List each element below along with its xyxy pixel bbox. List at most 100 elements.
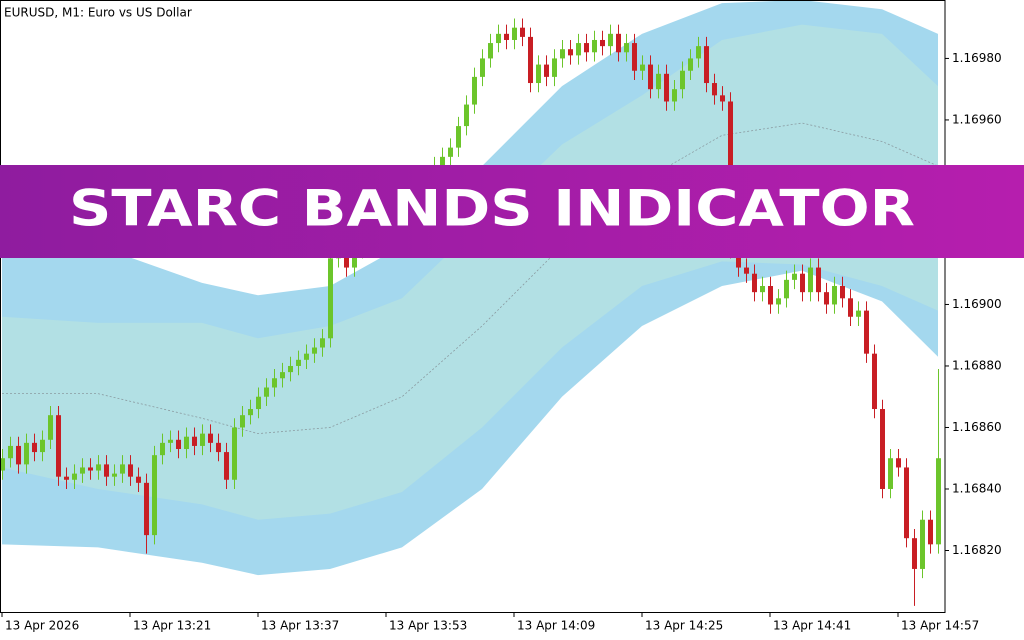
- candle-body: [272, 378, 277, 388]
- candle-body: [528, 36, 533, 84]
- candle-body: [288, 365, 293, 373]
- x-tick-label: 13 Apr 13:53: [389, 619, 467, 633]
- x-tick-label: 13 Apr 14:25: [645, 619, 723, 633]
- candle-body: [160, 442, 165, 456]
- candle-body: [440, 156, 445, 167]
- candle-body: [920, 519, 925, 569]
- y-tick-label: 1.16860: [952, 420, 1002, 434]
- candle-body: [688, 58, 693, 71]
- candle-body: [312, 347, 317, 354]
- candle-body: [848, 298, 853, 317]
- candle-body: [112, 473, 117, 477]
- candle-body: [144, 482, 149, 536]
- candle-body: [456, 126, 461, 148]
- candle-body: [464, 104, 469, 127]
- candle-body: [200, 433, 205, 446]
- candle-body: [936, 458, 941, 545]
- x-tick-label: 13 Apr 2026: [5, 619, 79, 633]
- candle-body: [40, 439, 45, 453]
- candle-body: [232, 427, 237, 480]
- candle-body: [56, 415, 61, 477]
- x-tick-label: 13 Apr 14:09: [517, 619, 595, 633]
- candle-body: [168, 439, 173, 443]
- candle-body: [8, 445, 13, 459]
- candle-body: [712, 83, 717, 96]
- candle-body: [472, 76, 477, 105]
- candle-body: [616, 33, 621, 53]
- candle-body: [752, 273, 757, 293]
- candle-body: [832, 286, 837, 305]
- candle-body: [536, 64, 541, 84]
- candle-body: [136, 476, 141, 483]
- y-tick-label: 1.16900: [952, 297, 1002, 311]
- candle-body: [736, 249, 741, 268]
- candle-body: [512, 27, 517, 40]
- candle-body: [48, 415, 53, 440]
- candle-body: [280, 372, 285, 379]
- candle-body: [256, 396, 261, 410]
- candle-body: [72, 473, 77, 480]
- candle-body: [320, 338, 325, 348]
- y-tick-label: 1.16840: [952, 481, 1002, 495]
- candle-body: [656, 73, 661, 90]
- candle-body: [224, 452, 229, 480]
- candle-body: [600, 39, 605, 47]
- candle-body: [840, 286, 845, 299]
- candle-body: [104, 464, 109, 477]
- candle-body: [128, 464, 133, 477]
- candle-body: [184, 436, 189, 450]
- candle-body: [24, 442, 29, 465]
- candle-body: [264, 387, 269, 397]
- x-tick-label: 13 Apr 13:37: [261, 619, 339, 633]
- candle-body: [624, 43, 629, 53]
- plot-area: [0, 0, 941, 606]
- y-tick-label: 1.16880: [952, 358, 1002, 372]
- banner-text: STARC BANDS INDICATOR: [69, 180, 915, 238]
- candle-body: [664, 73, 669, 102]
- candle-body: [88, 467, 93, 471]
- candle-body: [912, 538, 917, 569]
- candle-body: [896, 458, 901, 468]
- candle-body: [872, 353, 877, 410]
- candle-body: [856, 310, 861, 317]
- candle-body: [304, 353, 309, 360]
- candle-body: [328, 258, 333, 339]
- candle-body: [16, 445, 21, 465]
- candle-body: [208, 433, 213, 443]
- candle-body: [640, 64, 645, 71]
- candle-body: [120, 464, 125, 474]
- candle-body: [152, 455, 157, 536]
- candle-body: [880, 409, 885, 489]
- candle-body: [696, 46, 701, 59]
- candle-body: [784, 279, 789, 299]
- chart-title: EURUSD, M1: Euro vs US Dollar: [4, 6, 192, 20]
- candle-body: [520, 27, 525, 37]
- candle-body: [560, 49, 565, 59]
- candle-body: [488, 43, 493, 59]
- candle-body: [928, 519, 933, 545]
- x-tick-label: 13 Apr 14:41: [773, 619, 851, 633]
- band-fill: [2, 24, 938, 520]
- candle-body: [0, 458, 5, 471]
- candle-body: [792, 273, 797, 280]
- candle-body: [64, 476, 69, 480]
- candle-body: [240, 415, 245, 428]
- y-tick-label: 1.16820: [952, 543, 1002, 557]
- candle-body: [504, 33, 509, 40]
- candle-body: [176, 439, 181, 450]
- candle-body: [608, 33, 613, 47]
- x-tick-label: 13 Apr 13:21: [133, 619, 211, 633]
- candle-body: [720, 95, 725, 102]
- candle-body: [776, 298, 781, 305]
- candle-body: [800, 273, 805, 293]
- candle-body: [296, 359, 301, 366]
- candle-body: [248, 409, 253, 416]
- candle-body: [576, 43, 581, 56]
- candle-body: [648, 64, 653, 90]
- candle-body: [480, 58, 485, 77]
- candle-body: [904, 467, 909, 539]
- candle-body: [888, 458, 893, 489]
- candle-body: [808, 267, 813, 293]
- candle-body: [32, 442, 37, 453]
